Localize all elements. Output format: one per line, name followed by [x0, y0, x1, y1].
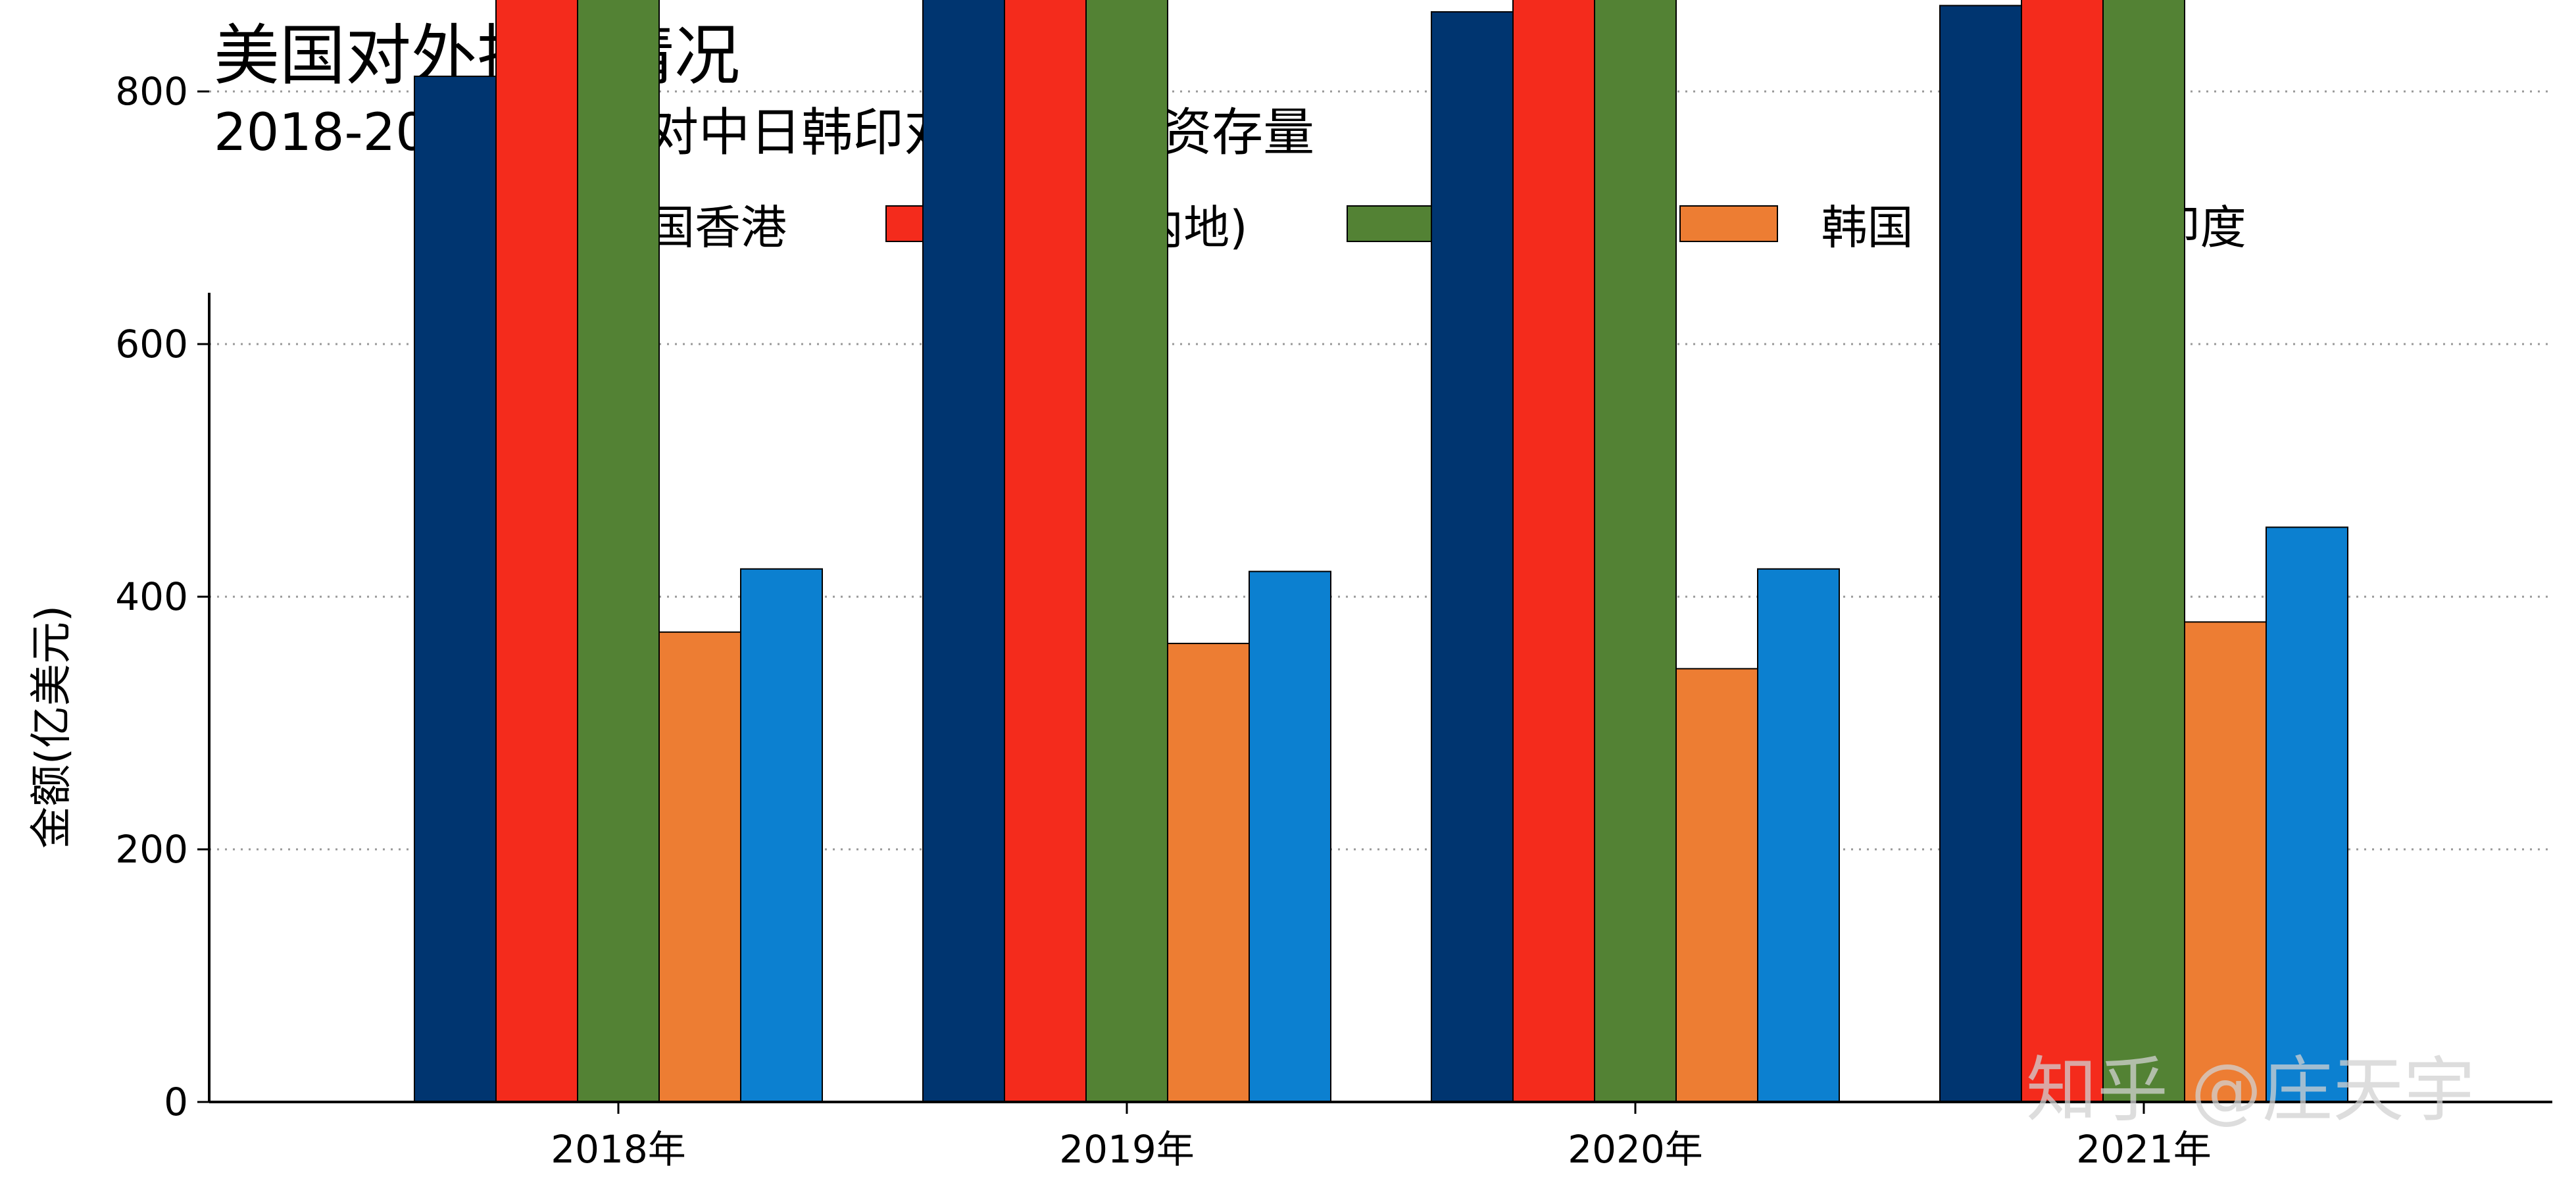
- bar: [922, 0, 1005, 1103]
- bar: [414, 75, 497, 1103]
- bar: [2266, 526, 2348, 1103]
- y-tick-label: 400: [115, 574, 188, 619]
- y-axis-label: 金额(亿美元): [28, 605, 76, 849]
- y-tick-label: 200: [115, 827, 188, 872]
- bar: [577, 0, 660, 1103]
- bar: [1939, 5, 2022, 1103]
- bar: [2184, 621, 2267, 1103]
- bar: [1004, 0, 1087, 1103]
- y-tick-label: 800: [115, 69, 188, 114]
- bar: [1431, 11, 1514, 1103]
- legend-swatch: [1679, 205, 1778, 242]
- bar: [1167, 643, 1250, 1103]
- bar: [1757, 568, 1840, 1103]
- y-tick-label: 600: [115, 322, 188, 366]
- bar: [740, 568, 823, 1103]
- x-tick-label: 2018年: [551, 1127, 686, 1172]
- bar: [2102, 0, 2185, 1103]
- bar: [1249, 570, 1331, 1103]
- x-tick-label: 2019年: [1059, 1127, 1195, 1172]
- x-tick-label: 2021年: [2076, 1127, 2212, 1172]
- x-tick-label: 2020年: [1568, 1127, 1703, 1172]
- legend-label: 韩国: [1821, 200, 1914, 255]
- bar: [1675, 668, 1758, 1103]
- bar: [2021, 0, 2104, 1103]
- legend-swatch: [1346, 205, 1445, 242]
- bar: [1594, 0, 1677, 1103]
- bar: [495, 0, 578, 1103]
- bar: [1085, 0, 1168, 1103]
- watermark: 知乎 @庄天宇: [2026, 1049, 2475, 1132]
- bar: [1512, 0, 1595, 1103]
- legend-item: 韩国: [1679, 191, 1914, 257]
- bar: [658, 631, 741, 1103]
- y-tick-label: 0: [164, 1080, 188, 1124]
